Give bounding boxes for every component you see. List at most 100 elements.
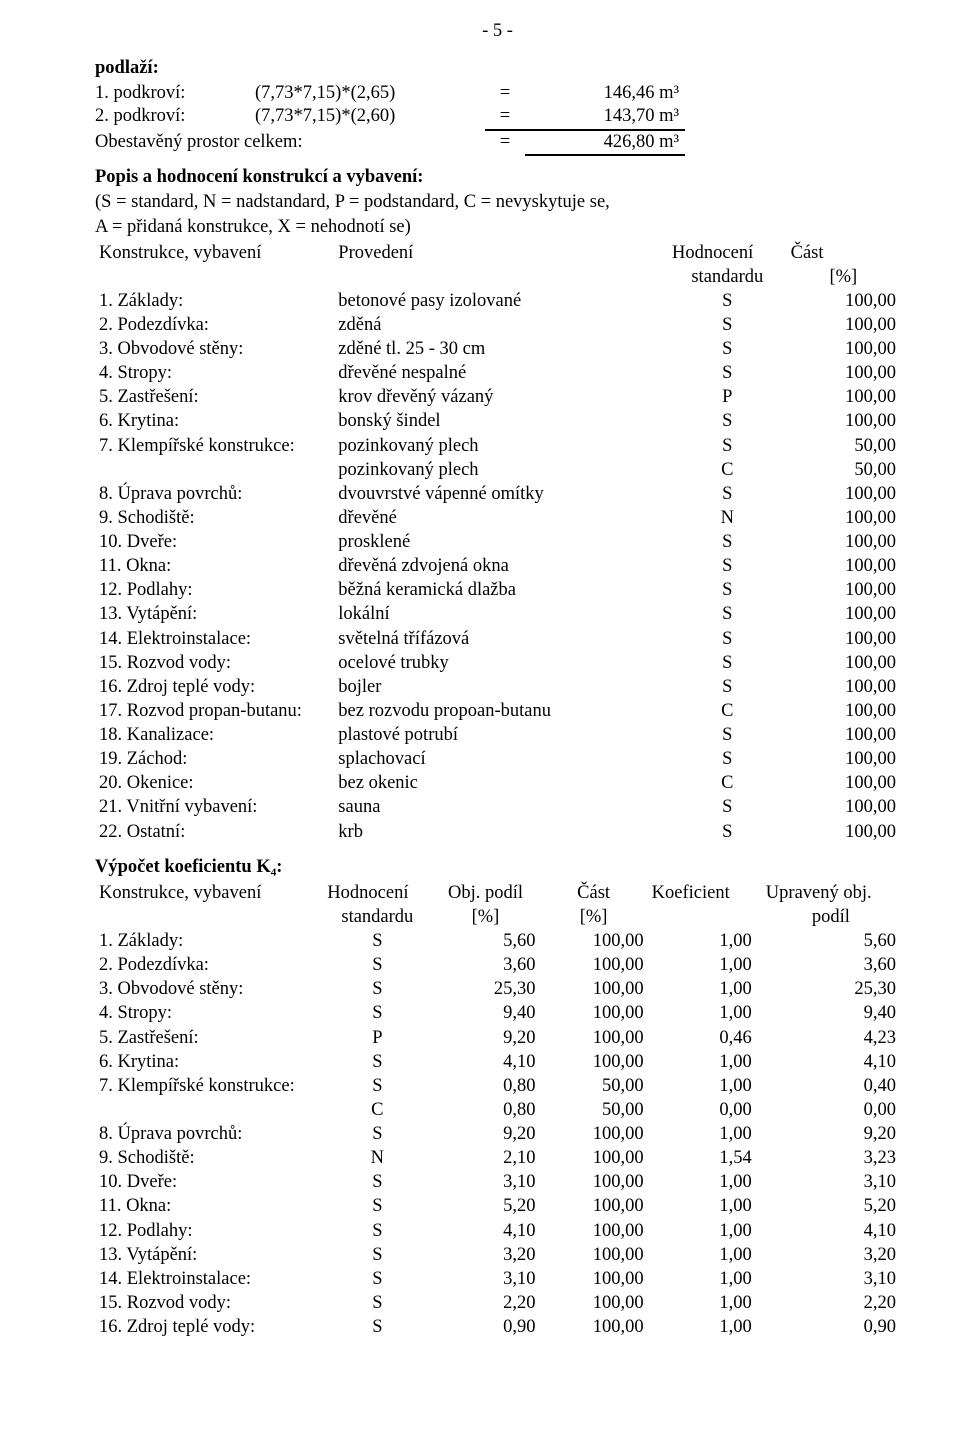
table-row: 9. Schodiště:dřevěnéN100,00 (95, 506, 900, 530)
table-cell: 16. Zdroj teplé vody: (95, 1316, 323, 1340)
col-header: Upravený obj. (762, 881, 900, 905)
table-cell: 0,00 (762, 1098, 900, 1122)
table-cell: 3,20 (431, 1243, 539, 1267)
table-row: 10. Dveře:prosklenéS100,00 (95, 531, 900, 555)
table-cell: dřevěné (334, 506, 668, 530)
table-cell: S (668, 724, 787, 748)
table-row: 7. Klempířské konstrukce:S0,8050,001,000… (95, 1074, 900, 1098)
table-cell: 1,00 (648, 930, 762, 954)
table-cell: 14. Elektroinstalace: (95, 1267, 323, 1291)
table-cell: 2,10 (431, 1147, 539, 1171)
table-cell: 0,80 (431, 1098, 539, 1122)
table-cell: 100,00 (787, 579, 900, 603)
table-cell: 16. Zdroj teplé vody: (95, 675, 334, 699)
table-cell: 100,00 (787, 699, 900, 723)
table-cell: S (668, 434, 787, 458)
table-row: 4. Stropy:S9,40100,001,009,40 (95, 1002, 900, 1026)
table-cell: 50,00 (787, 434, 900, 458)
table-row: 13. Vytápění:lokálníS100,00 (95, 603, 900, 627)
col-header: standardu (323, 905, 431, 929)
table-cell: 1,00 (648, 1074, 762, 1098)
table-cell: světelná třífázová (334, 627, 668, 651)
calc-expr: (7,73*7,15)*(2,65) (255, 82, 485, 105)
table-cell: bez rozvodu propoan-butanu (334, 699, 668, 723)
table-cell: S (323, 954, 431, 978)
table-row: 3. Obvodové stěny:S25,30100,001,0025,30 (95, 978, 900, 1002)
table-row: 5. Zastřešení:P9,20100,000,464,23 (95, 1026, 900, 1050)
table-cell: S (323, 1219, 431, 1243)
table-cell: 3,60 (762, 954, 900, 978)
table-cell: S (323, 1195, 431, 1219)
table-row: 1. Základy:betonové pasy izolovanéS100,0… (95, 289, 900, 313)
table-cell: 100,00 (787, 386, 900, 410)
table-cell: 100,00 (787, 724, 900, 748)
calc-expr: (7,73*7,15)*(2,60) (255, 105, 485, 130)
table-cell: 11. Okna: (95, 555, 334, 579)
table-cell: 100,00 (787, 410, 900, 434)
table-cell: 13. Vytápění: (95, 603, 334, 627)
table-cell: S (323, 1316, 431, 1340)
table-cell: S (668, 555, 787, 579)
table-cell: betonové pasy izolované (334, 289, 668, 313)
table-cell: 1,54 (648, 1147, 762, 1171)
table-cell: 50,00 (540, 1074, 648, 1098)
table-cell: S (668, 482, 787, 506)
table-cell: 50,00 (787, 458, 900, 482)
table-cell: S (323, 1171, 431, 1195)
table-cell: 100,00 (540, 930, 648, 954)
floor-calc-block: 1. podkroví: (7,73*7,15)*(2,65) = 146,46… (95, 82, 900, 155)
table-cell: 6. Krytina: (95, 410, 334, 434)
table-cell: S (668, 748, 787, 772)
table-row: 4. Stropy:dřevěné nespalnéS100,00 (95, 362, 900, 386)
table-cell: 14. Elektroinstalace: (95, 627, 334, 651)
table-cell: 100,00 (787, 772, 900, 796)
table-cell: 3,10 (762, 1171, 900, 1195)
table-cell: 9. Schodiště: (95, 1147, 323, 1171)
table-cell: 1,00 (648, 1316, 762, 1340)
table-cell: 3. Obvodové stěny: (95, 978, 323, 1002)
table-cell: 100,00 (540, 1026, 648, 1050)
table-cell: S (668, 603, 787, 627)
table-cell: krb (334, 820, 668, 844)
table-cell: 100,00 (540, 1123, 648, 1147)
table-row: 8. Úprava povrchů:S9,20100,001,009,20 (95, 1123, 900, 1147)
calc-eq: = (485, 105, 525, 130)
table-cell: 100,00 (787, 603, 900, 627)
table-cell: 100,00 (540, 1195, 648, 1219)
col-header: Obj. podíl (431, 881, 539, 905)
table-cell: 7. Klempířské konstrukce: (95, 1074, 323, 1098)
table-row: 2. Podezdívka:S3,60100,001,003,60 (95, 954, 900, 978)
table-cell: S (668, 531, 787, 555)
col-header: Koeficient (648, 881, 762, 905)
table-cell: sauna (334, 796, 668, 820)
table-cell: zděné tl. 25 - 30 cm (334, 338, 668, 362)
table-cell: 3,10 (762, 1267, 900, 1291)
table-row: 3. Obvodové stěny:zděné tl. 25 - 30 cmS1… (95, 338, 900, 362)
table-cell: 3,20 (762, 1243, 900, 1267)
table-cell: 100,00 (787, 338, 900, 362)
table-cell: 100,00 (787, 796, 900, 820)
table-cell: splachovací (334, 748, 668, 772)
table-cell: 1,00 (648, 1267, 762, 1291)
table-cell: S (668, 796, 787, 820)
table-cell: 100,00 (540, 1171, 648, 1195)
table-row: 18. Kanalizace:plastové potrubíS100,00 (95, 724, 900, 748)
table-cell: bez okenic (334, 772, 668, 796)
col-header: Část (540, 881, 648, 905)
table-row: 17. Rozvod propan-butanu:bez rozvodu pro… (95, 699, 900, 723)
table-cell: 7. Klempířské konstrukce: (95, 434, 334, 458)
table-row: 9. Schodiště:N2,10100,001,543,23 (95, 1147, 900, 1171)
table-cell: S (323, 1291, 431, 1315)
col-header (334, 265, 668, 289)
table-cell: 5,20 (431, 1195, 539, 1219)
table-row: 13. Vytápění:S3,20100,001,003,20 (95, 1243, 900, 1267)
col-header: Hodnocení (668, 241, 787, 265)
table-cell: 15. Rozvod vody: (95, 1291, 323, 1315)
table-cell: 100,00 (540, 1267, 648, 1291)
table-cell: S (668, 627, 787, 651)
table-cell: 4. Stropy: (95, 1002, 323, 1026)
table-cell: 1,00 (648, 954, 762, 978)
table-cell: 0,80 (431, 1074, 539, 1098)
table-cell: 12. Podlahy: (95, 1219, 323, 1243)
table-header-row: Konstrukce, vybavení Hodnocení Obj. podí… (95, 881, 900, 905)
